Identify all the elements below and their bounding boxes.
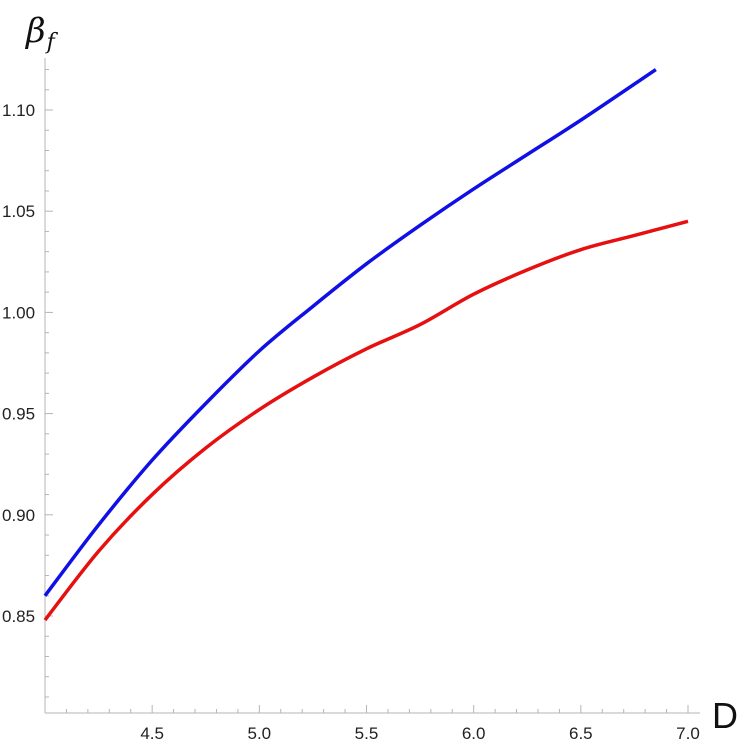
y-tick-label: 0.85 — [2, 607, 35, 626]
x-tick-label: 5.0 — [248, 724, 272, 743]
y-tick-label: 1.05 — [2, 202, 35, 221]
series-red-line — [43, 219, 689, 622]
x-tick-label: 7.0 — [676, 724, 700, 743]
series-blue-line — [43, 68, 657, 597]
y-tick-label: 0.90 — [2, 506, 35, 525]
y-tick-label: 0.95 — [2, 405, 35, 424]
tick-labels: 4.5 5.0 5.5 6.0 6.5 7.0 0.85 0.90 0.95 1.00 1.05 1.… — [2, 101, 700, 743]
x-tick-label: 5.5 — [355, 724, 379, 743]
x-tick-label: 6.5 — [569, 724, 593, 743]
series-layer — [43, 68, 689, 622]
x-tick-label: 6.0 — [462, 724, 486, 743]
y-tick-label: 1.10 — [2, 101, 35, 120]
ticks — [44, 69, 689, 713]
y-tick-label: 1.00 — [2, 303, 35, 322]
y-axis-title: βf — [24, 11, 59, 55]
x-tick-label: 4.5 — [140, 724, 164, 743]
axes — [44, 58, 700, 714]
x-axis-title: D — [712, 695, 738, 736]
